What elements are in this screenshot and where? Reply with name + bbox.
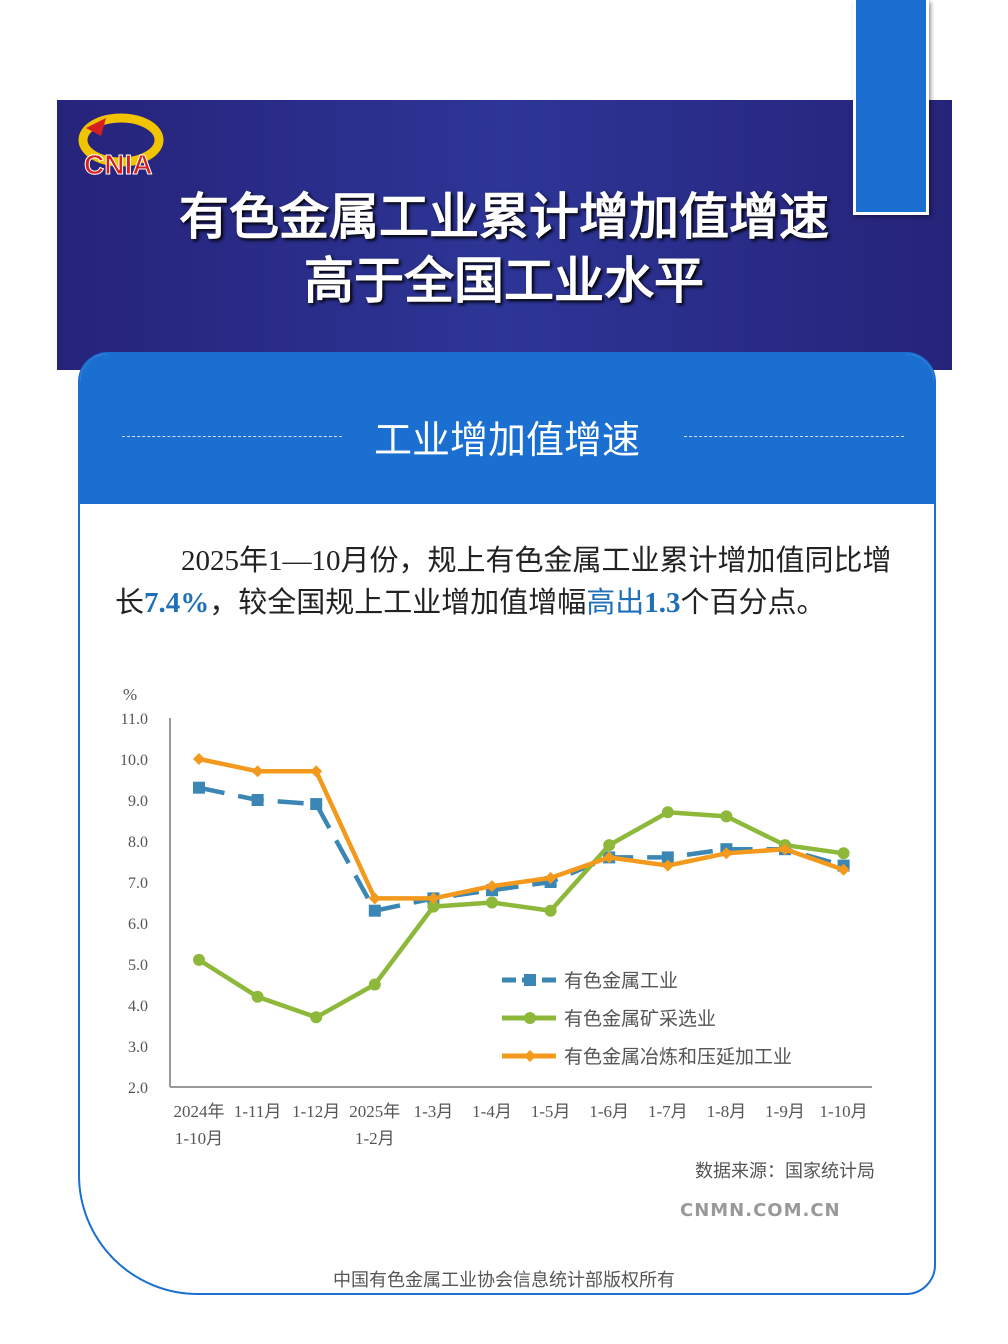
x-tick-label: 1-6月 [589, 1102, 629, 1121]
data-point [193, 781, 205, 794]
data-source: 数据来源：国家统计局 [695, 1161, 875, 1182]
divider [684, 436, 904, 437]
series-line-1 [197, 810, 844, 1020]
x-tick-label: 1-10月 [820, 1102, 868, 1121]
y-tick-label: 4.0 [128, 998, 148, 1015]
y-tick-label: 5.0 [128, 957, 148, 974]
page-title-line1: 有色金属工业累计增加值增速 [179, 187, 829, 246]
divider [122, 436, 342, 437]
data-point [486, 880, 498, 893]
x-tick-label: 1-11月 [234, 1102, 282, 1121]
x-tick-label: 1-10月 [175, 1129, 223, 1148]
x-tick-label: 1-3月 [414, 1102, 454, 1121]
x-tick-label: 2025年 [349, 1102, 400, 1121]
data-point [251, 794, 264, 806]
data-point [837, 847, 850, 860]
watermark: CNMN.COM.CN [680, 1200, 841, 1221]
y-tick-label: 10.0 [120, 752, 148, 769]
y-tick-label: 9.0 [128, 793, 148, 810]
x-tick-label: 1-8月 [707, 1102, 747, 1121]
x-tick-label: 1-2月 [355, 1129, 395, 1148]
y-tick-label: 7.0 [128, 875, 148, 892]
data-point [368, 978, 381, 991]
data-point [193, 753, 205, 765]
header-banner [57, 100, 952, 370]
section-title: 工业增加值增速 [373, 418, 640, 462]
series-line-2 [198, 756, 845, 901]
svg-text:CNIA: CNIA [84, 149, 152, 180]
section-header: 工业增加值增速 [80, 354, 934, 504]
data-point [544, 871, 557, 884]
data-point [603, 851, 616, 864]
x-tick-label: 2024年 [174, 1102, 225, 1121]
data-point [427, 900, 440, 913]
data-point [310, 765, 323, 778]
data-point [310, 798, 323, 811]
data-point [544, 904, 557, 917]
data-point [486, 896, 498, 909]
accent-bar [853, 0, 929, 215]
legend-marker [524, 1012, 536, 1024]
data-point [368, 892, 381, 905]
data-point [603, 839, 616, 852]
legend-label: 有色金属工业 [564, 970, 678, 992]
legend-marker [524, 974, 536, 986]
legend-label: 有色金属矿采选业 [564, 1008, 716, 1030]
x-tick-label: 1-4月 [472, 1102, 512, 1121]
copyright-footer: 中国有色金属工业协会信息统计部版权所有 [333, 1270, 675, 1291]
y-axis-unit: % [123, 685, 137, 704]
x-tick-label: 1-9月 [765, 1102, 805, 1121]
x-tick-label: 1-12月 [292, 1102, 340, 1121]
data-point [779, 843, 791, 856]
y-tick-label: 11.0 [121, 711, 148, 728]
legend-label: 有色金属冶炼和压延加工业 [564, 1046, 792, 1068]
y-tick-label: 2.0 [128, 1080, 148, 1097]
data-point [661, 859, 674, 872]
y-tick-label: 3.0 [128, 1039, 148, 1056]
legend-marker [524, 1050, 536, 1062]
data-point [720, 810, 733, 823]
data-point [310, 1011, 323, 1024]
y-tick-label: 8.0 [128, 834, 148, 851]
data-point [427, 892, 440, 905]
y-tick-label: 6.0 [128, 916, 148, 933]
summary-paragraph: 2025年1—10月份，规上有色金属工业累计增加值同比增长7.4%，较全国规上工… [115, 545, 892, 619]
data-point [720, 847, 733, 860]
x-tick-label: 1-5月 [531, 1102, 571, 1121]
content-card: 工业增加值增速 [78, 352, 936, 1295]
data-point [661, 851, 674, 864]
data-point [193, 953, 205, 966]
data-point [251, 990, 264, 1003]
data-point [368, 904, 381, 917]
data-point [837, 863, 850, 876]
page-title-line2: 高于全国工业水平 [304, 251, 704, 310]
x-tick-label: 1-7月 [648, 1102, 688, 1121]
series-line-0 [198, 785, 845, 914]
data-point [661, 806, 674, 819]
cnia-logo: CNIA [78, 113, 164, 180]
data-point [251, 765, 264, 778]
